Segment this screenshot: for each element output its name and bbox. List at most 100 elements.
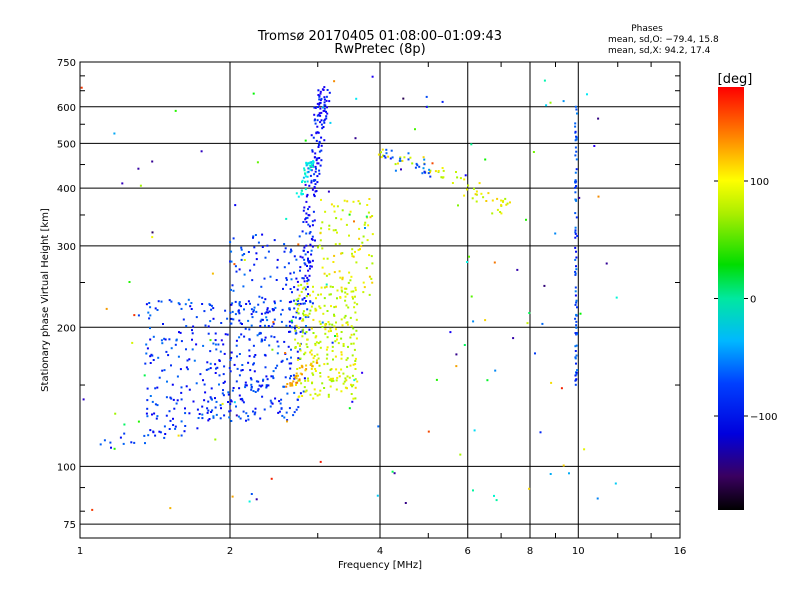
data-point <box>399 156 402 159</box>
data-point <box>230 400 233 403</box>
data-point <box>362 291 365 294</box>
data-point <box>295 324 298 327</box>
colorbar-tick-label: 0 <box>750 295 756 306</box>
data-point <box>215 367 217 370</box>
data-point <box>261 296 264 299</box>
data-point <box>574 198 577 201</box>
data-point <box>340 252 343 255</box>
data-point <box>318 102 321 105</box>
data-point <box>272 377 275 380</box>
data-point <box>305 325 307 327</box>
data-point <box>326 257 329 260</box>
data-point <box>201 405 204 408</box>
data-point <box>574 232 577 235</box>
data-point <box>280 320 283 323</box>
data-point <box>266 378 269 381</box>
data-point <box>576 112 578 115</box>
data-point <box>299 392 302 395</box>
data-point <box>199 373 202 376</box>
data-point <box>455 365 458 368</box>
data-point <box>238 304 241 307</box>
data-point <box>250 386 253 389</box>
data-point <box>121 182 124 185</box>
data-point <box>328 273 331 276</box>
data-point <box>245 412 248 415</box>
data-point <box>345 223 348 226</box>
data-point <box>214 339 217 342</box>
data-point <box>212 307 215 310</box>
data-point <box>259 325 262 327</box>
data-point <box>252 410 254 413</box>
data-point <box>262 301 265 304</box>
data-point <box>216 366 219 369</box>
data-point <box>243 259 246 261</box>
data-point <box>575 180 578 183</box>
data-point <box>352 290 355 293</box>
data-point <box>351 374 354 377</box>
data-point <box>358 202 361 205</box>
data-point <box>473 429 476 432</box>
data-point <box>319 121 322 124</box>
x-tick-label: 2 <box>227 546 233 557</box>
data-point <box>180 420 183 423</box>
data-point <box>319 114 322 117</box>
data-point <box>486 379 489 382</box>
data-point <box>301 319 304 322</box>
data-point <box>575 332 578 334</box>
data-point <box>335 217 338 220</box>
data-point <box>304 139 307 142</box>
data-point <box>209 339 212 342</box>
data-point <box>223 380 226 383</box>
data-point <box>188 358 191 361</box>
data-point <box>238 353 241 355</box>
data-point <box>230 357 233 359</box>
data-point <box>304 263 307 266</box>
data-point <box>335 305 337 308</box>
data-point <box>91 508 94 511</box>
data-point <box>356 303 359 306</box>
data-point <box>306 282 309 285</box>
data-point <box>279 402 282 405</box>
data-point <box>219 350 222 353</box>
data-point <box>169 419 172 422</box>
data-point <box>219 404 222 407</box>
data-point <box>315 132 318 135</box>
data-point <box>304 183 307 186</box>
data-point <box>431 162 434 165</box>
data-point <box>233 401 236 404</box>
data-point <box>615 296 618 299</box>
data-point <box>318 98 321 101</box>
data-point <box>298 235 301 238</box>
plot-frame <box>79 61 681 539</box>
data-point <box>334 335 336 337</box>
data-point <box>464 174 467 177</box>
data-point <box>352 327 355 330</box>
data-point <box>312 332 315 334</box>
data-point <box>528 312 531 314</box>
data-point <box>319 346 322 349</box>
data-point <box>245 384 248 387</box>
data-point <box>244 384 247 387</box>
data-point <box>344 377 347 380</box>
data-point <box>335 328 337 331</box>
data-point <box>288 362 291 365</box>
data-point <box>377 425 380 428</box>
data-point <box>351 255 354 258</box>
data-point <box>350 342 353 345</box>
data-point <box>344 295 347 298</box>
data-point <box>178 331 180 334</box>
data-point <box>310 327 313 330</box>
data-point <box>145 352 148 355</box>
data-point <box>574 273 577 276</box>
data-point <box>261 395 264 398</box>
data-point <box>302 310 305 313</box>
data-point <box>283 416 286 419</box>
data-point <box>218 359 221 362</box>
data-point <box>331 350 334 352</box>
data-point <box>243 308 245 311</box>
data-point <box>296 381 299 384</box>
data-point <box>302 302 305 305</box>
data-point <box>271 308 274 310</box>
data-point <box>472 489 474 492</box>
data-point <box>485 200 488 202</box>
